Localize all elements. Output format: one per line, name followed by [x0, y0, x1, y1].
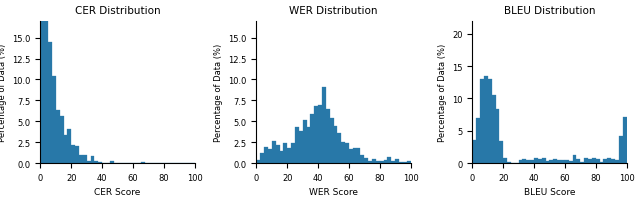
Bar: [372, 159, 376, 163]
Bar: [360, 155, 364, 163]
Bar: [611, 159, 615, 163]
Bar: [588, 159, 592, 163]
Bar: [291, 143, 295, 163]
Bar: [295, 127, 299, 163]
Bar: [260, 153, 264, 163]
Bar: [380, 162, 383, 163]
Bar: [353, 148, 356, 163]
Bar: [326, 109, 330, 163]
Bar: [619, 137, 623, 163]
Bar: [303, 120, 307, 163]
Bar: [341, 143, 345, 163]
Bar: [565, 160, 569, 163]
Title: CER Distribution: CER Distribution: [75, 5, 161, 16]
Bar: [615, 160, 619, 163]
Bar: [318, 105, 322, 163]
Bar: [550, 160, 554, 163]
Bar: [499, 141, 503, 163]
Bar: [44, 3, 48, 163]
Bar: [264, 147, 268, 163]
Bar: [503, 159, 507, 163]
Bar: [407, 161, 411, 163]
Bar: [596, 159, 600, 163]
Bar: [530, 160, 534, 163]
Bar: [349, 149, 353, 163]
Bar: [569, 161, 573, 163]
Bar: [299, 131, 303, 163]
Y-axis label: Percentage of Data (%): Percentage of Data (%): [438, 44, 447, 141]
Bar: [546, 161, 550, 163]
Bar: [310, 114, 314, 163]
Y-axis label: Percentage of Data (%): Percentage of Data (%): [214, 44, 223, 141]
Title: BLEU Distribution: BLEU Distribution: [504, 5, 595, 16]
Bar: [518, 160, 522, 163]
Bar: [110, 162, 114, 163]
Bar: [387, 158, 391, 163]
Bar: [554, 159, 557, 163]
Bar: [391, 161, 395, 163]
Bar: [484, 76, 488, 163]
Bar: [287, 148, 291, 163]
Bar: [276, 145, 280, 163]
Bar: [395, 159, 399, 163]
X-axis label: WER Score: WER Score: [309, 187, 358, 197]
Bar: [356, 148, 360, 163]
Bar: [623, 118, 627, 163]
Bar: [376, 162, 380, 163]
X-axis label: BLEU Score: BLEU Score: [524, 187, 575, 197]
Bar: [307, 127, 310, 163]
Bar: [60, 117, 63, 163]
Bar: [71, 145, 75, 163]
X-axis label: CER Score: CER Score: [94, 187, 141, 197]
Bar: [604, 159, 607, 163]
Bar: [284, 143, 287, 163]
Bar: [86, 162, 91, 163]
Bar: [322, 88, 326, 163]
Bar: [345, 143, 349, 163]
Bar: [607, 159, 611, 163]
Bar: [272, 141, 276, 163]
Bar: [592, 159, 596, 163]
Bar: [314, 107, 318, 163]
Bar: [584, 159, 588, 163]
Bar: [337, 133, 341, 163]
Bar: [495, 109, 499, 163]
Bar: [48, 43, 52, 163]
Bar: [488, 79, 492, 163]
Bar: [257, 160, 260, 163]
Bar: [63, 135, 67, 163]
Bar: [91, 156, 95, 163]
Bar: [79, 155, 83, 163]
Bar: [561, 160, 565, 163]
Bar: [52, 77, 56, 163]
Bar: [383, 160, 387, 163]
Bar: [492, 96, 495, 163]
Bar: [480, 80, 484, 163]
Bar: [476, 118, 480, 163]
Bar: [534, 159, 538, 163]
Bar: [557, 160, 561, 163]
Bar: [472, 140, 476, 163]
Bar: [56, 110, 60, 163]
Y-axis label: Percentage of Data (%): Percentage of Data (%): [0, 44, 7, 141]
Bar: [538, 159, 542, 163]
Bar: [580, 162, 584, 163]
Bar: [75, 147, 79, 163]
Bar: [526, 161, 530, 163]
Bar: [95, 161, 99, 163]
Bar: [268, 149, 272, 163]
Bar: [577, 159, 580, 163]
Title: WER Distribution: WER Distribution: [289, 5, 378, 16]
Bar: [522, 159, 526, 163]
Bar: [330, 118, 333, 163]
Bar: [542, 158, 546, 163]
Bar: [67, 129, 71, 163]
Bar: [83, 155, 86, 163]
Bar: [280, 151, 284, 163]
Bar: [573, 155, 577, 163]
Bar: [40, 0, 44, 163]
Bar: [368, 161, 372, 163]
Bar: [364, 158, 368, 163]
Bar: [333, 127, 337, 163]
